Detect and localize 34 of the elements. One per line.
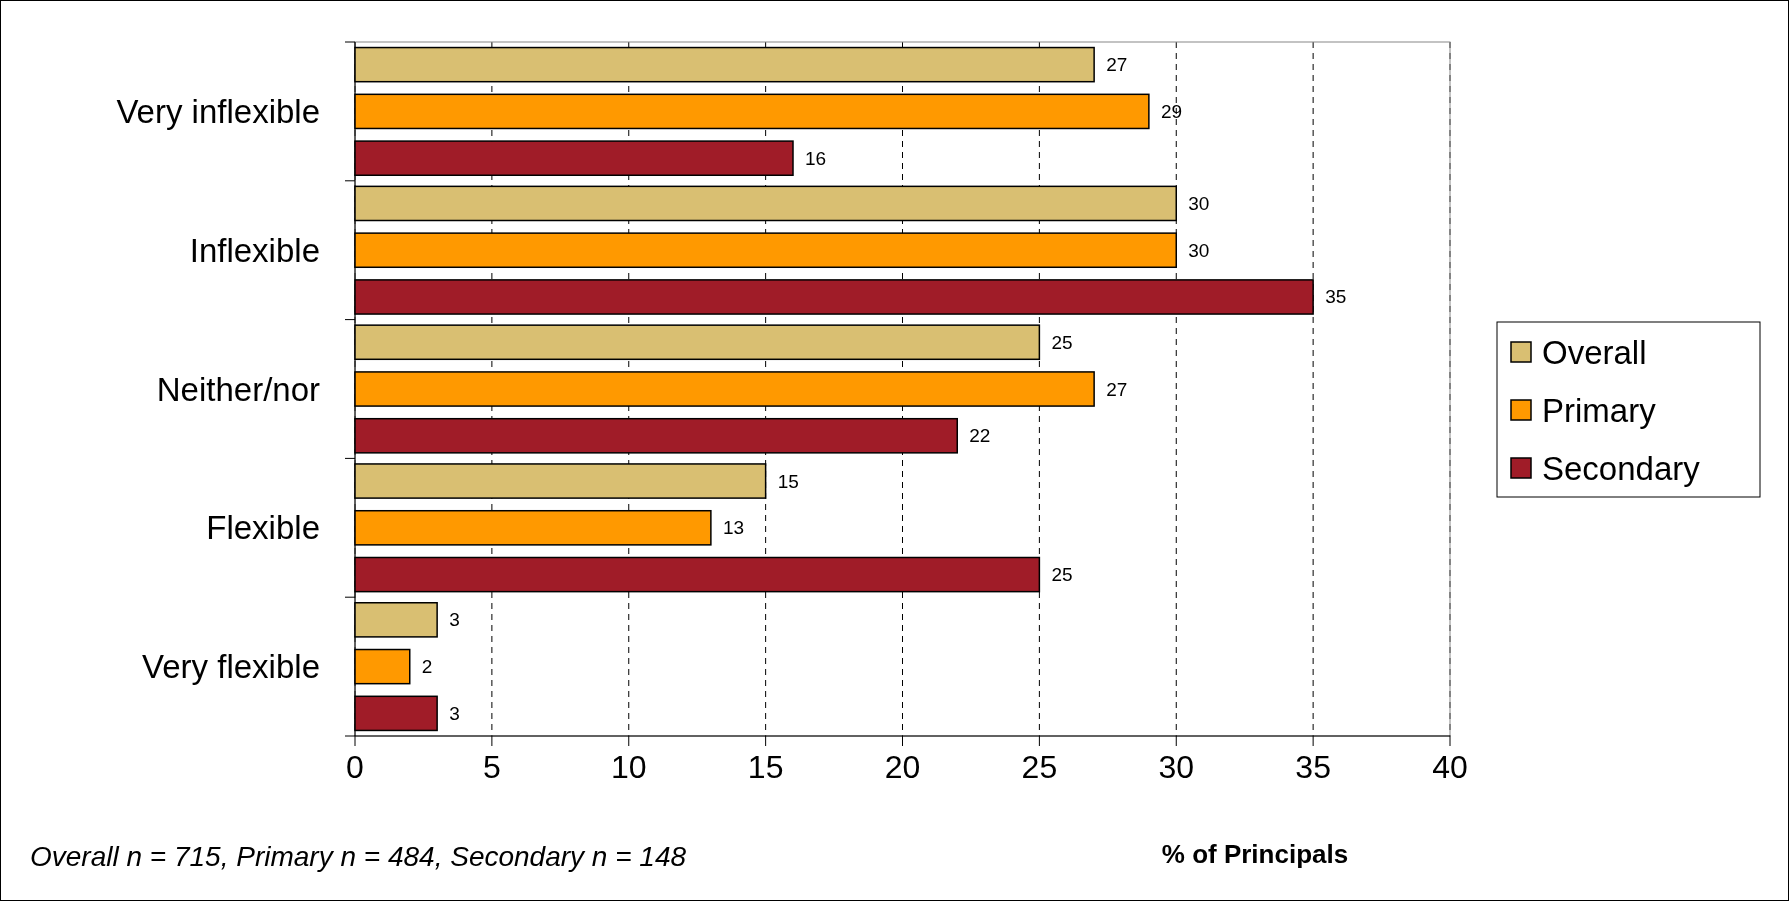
data-label: 25	[1051, 331, 1073, 353]
x-tick-label: 35	[1295, 749, 1331, 785]
x-axis-title: % of Principals	[1161, 839, 1349, 869]
data-label: 15	[777, 470, 799, 492]
data-label: 3	[449, 702, 460, 724]
y-tick-label: Neither/nor	[156, 370, 320, 408]
x-tick-label: 40	[1432, 749, 1468, 785]
legend-label: Overall	[1542, 333, 1647, 371]
x-tick-label: 30	[1158, 749, 1195, 785]
y-tick-label: Flexible	[206, 509, 320, 547]
data-label: 2	[421, 656, 433, 678]
data-label: 35	[1325, 286, 1347, 308]
x-tick-label: 25	[1021, 749, 1058, 785]
data-label: 30	[1188, 192, 1210, 214]
data-label: 13	[722, 517, 745, 539]
data-label: 25	[1051, 564, 1073, 586]
data-label: 22	[969, 425, 991, 447]
data-label: 27	[1106, 54, 1128, 76]
y-tick-label: Very flexible	[142, 648, 320, 686]
legend-label: Secondary	[1542, 449, 1701, 487]
data-label: 16	[805, 147, 827, 169]
x-tick-label: 15	[747, 749, 784, 785]
legend-label: Primary	[1542, 391, 1657, 429]
y-tick-label: Inflexible	[189, 231, 320, 269]
x-tick-label: 5	[482, 749, 501, 785]
x-tick-label: 0	[346, 749, 364, 785]
x-tick-label: 20	[884, 749, 921, 785]
data-label: 30	[1188, 239, 1210, 261]
text: Overall n = 715, Primary n = 484, Secondary n = 148	[30, 841, 687, 872]
data-label: 27	[1106, 378, 1128, 400]
data-label: 29	[1160, 100, 1183, 122]
data-label: 3	[449, 609, 460, 631]
y-tick-label: Very inflexible	[116, 92, 320, 130]
x-tick-label: 10	[610, 749, 647, 785]
